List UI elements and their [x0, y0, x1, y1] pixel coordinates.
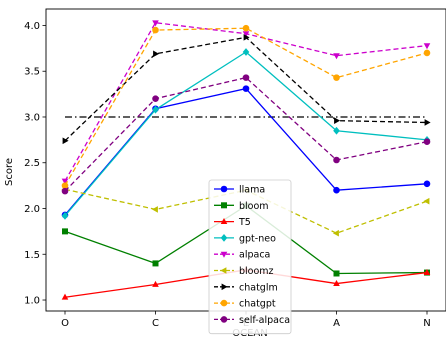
data-point-gpt-neo-a — [333, 126, 340, 135]
series-line-alpaca — [64, 22, 428, 182]
data-point-chatgpt-n — [423, 49, 431, 57]
legend-entry-bloomz: bloomz — [214, 266, 274, 277]
y-tick-label: 1.5 — [24, 250, 40, 261]
legend-entry-gpt-neo: gpt-neo — [214, 233, 276, 244]
legend-label-bloomz: bloomz — [239, 266, 274, 277]
y-tick-label: 3.5 — [24, 67, 40, 78]
data-point-chatgpt-o — [61, 182, 69, 189]
legend-label-t5: T5 — [238, 217, 251, 228]
series-chatgpt — [61, 24, 431, 189]
x-tick-label: C — [152, 318, 159, 329]
data-point-chatglm-n — [424, 119, 431, 126]
legend-marker-alpaca — [220, 251, 228, 258]
series-line-chatgpt — [64, 27, 428, 186]
data-point-bloomz-n — [423, 197, 430, 205]
data-point-bloom-a — [333, 270, 340, 277]
data-point-alpaca-o — [61, 178, 69, 185]
data-point-gpt-neo-o — [61, 211, 69, 220]
legend-marker-bloom — [221, 202, 227, 209]
legend-marker-llama — [220, 185, 228, 193]
y-tick-label: 2.0 — [24, 204, 40, 215]
legend-entry-self-alpaca: self-alpaca — [214, 315, 290, 326]
x-tick-label: A — [333, 318, 340, 329]
data-point-gpt-neo-c — [152, 105, 159, 114]
legend-entry-alpaca: alpaca — [214, 250, 270, 261]
legend-marker-t5 — [220, 218, 228, 224]
legend-marker-chatglm — [221, 283, 228, 291]
legend-marker-chatgpt — [220, 299, 228, 307]
data-point-alpaca-a — [333, 53, 340, 60]
data-point-bloom-o — [62, 228, 68, 235]
legend-label-self-alpaca: self-alpaca — [239, 315, 290, 326]
data-point-t5-n — [423, 268, 431, 275]
y-tick-label: 4.0 — [24, 21, 40, 32]
data-point-chatglm-c — [153, 50, 160, 58]
legend-label-bloom: bloom — [239, 201, 269, 212]
data-point-chatglm-a — [334, 117, 341, 124]
legend: llama bloom T5 gpt-neo alpaca bloomz chatglm ch… — [208, 179, 292, 335]
legend-label-alpaca: alpaca — [239, 250, 270, 261]
legend-label-chatglm: chatglm — [239, 282, 278, 293]
data-point-t5-c — [152, 280, 159, 287]
legend-entry-chatglm: chatglm — [214, 282, 278, 293]
data-point-chatgpt-e — [242, 24, 250, 32]
data-point-gpt-neo-e — [242, 48, 250, 56]
data-point-bloomz-c — [151, 206, 158, 213]
data-point-self-alpaca-o — [61, 187, 69, 195]
x-tick-label: N — [423, 318, 430, 329]
y-tick-label: 1.0 — [24, 296, 40, 307]
data-point-alpaca-c — [152, 20, 159, 27]
data-point-self-alpaca-n — [423, 138, 431, 145]
legend-marker-bloomz — [220, 267, 227, 274]
series-self-alpaca — [61, 74, 431, 195]
legend-entry-llama: llama — [214, 185, 265, 196]
y-axis-label: Score — [4, 158, 15, 186]
series-chatglm — [62, 34, 431, 145]
legend-marker-self-alpaca — [220, 316, 228, 323]
data-point-llama-a — [333, 186, 340, 194]
data-point-self-alpaca-c — [152, 95, 159, 102]
data-point-alpaca-n — [423, 43, 431, 50]
data-point-self-alpaca-a — [333, 156, 340, 164]
legend-box — [208, 179, 292, 335]
data-point-bloomz-a — [332, 229, 339, 237]
legend-entry-bloom: bloom — [214, 201, 269, 212]
data-point-self-alpaca-e — [242, 74, 250, 81]
legend-label-gpt-neo: gpt-neo — [239, 233, 276, 244]
x-tick-label: O — [61, 318, 69, 329]
data-point-llama-e — [242, 85, 250, 92]
data-point-bloom-c — [152, 260, 159, 267]
data-point-t5-o — [61, 293, 69, 300]
y-tick-label: 3.0 — [24, 112, 40, 123]
data-point-chatglm-o — [62, 137, 69, 145]
y-tick-label: 2.5 — [24, 158, 40, 169]
legend-marker-gpt-neo — [220, 234, 228, 242]
data-point-chatgpt-c — [152, 26, 159, 34]
legend-entry-chatgpt: chatgpt — [214, 299, 276, 310]
legend-label-llama: llama — [239, 185, 265, 196]
data-point-chatgpt-a — [333, 74, 340, 81]
data-point-llama-n — [423, 180, 431, 188]
data-point-chatglm-e — [243, 34, 250, 41]
data-point-alpaca-e — [242, 31, 250, 38]
legend-entry-t5: T5 — [214, 217, 251, 228]
data-point-t5-a — [333, 279, 340, 286]
series-alpaca — [61, 20, 431, 185]
legend-label-chatgpt: chatgpt — [239, 299, 276, 310]
